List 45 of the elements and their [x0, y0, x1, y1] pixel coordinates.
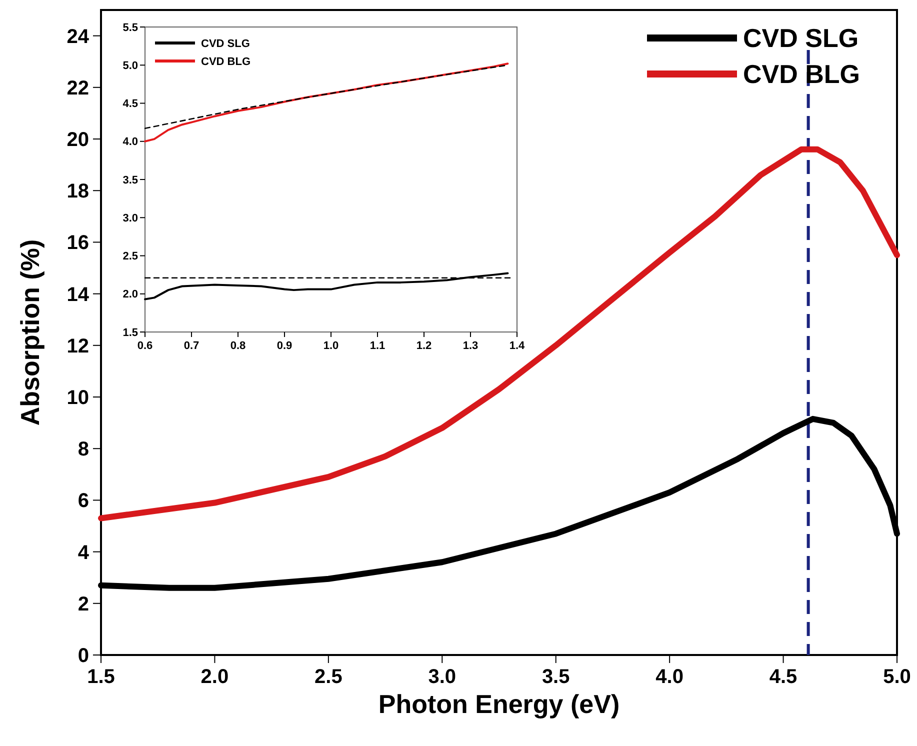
y-tick-label: 3.0: [122, 212, 138, 224]
x-tick-label: 4.5: [769, 666, 798, 688]
x-tick-label: 4.0: [656, 666, 684, 688]
x-tick-label: 2.5: [314, 666, 342, 688]
y-tick-label: 12: [66, 335, 89, 358]
y-axis-title: Absorption (%): [15, 239, 45, 426]
y-tick-label: 22: [66, 77, 89, 100]
y-tick-label: 4.0: [122, 136, 138, 148]
y-tick-label: 5.5: [122, 22, 138, 34]
y-tick-label: 8: [78, 438, 89, 461]
y-tick-label: 4: [78, 542, 90, 564]
legend-label: CVD BLG: [743, 59, 860, 90]
x-tick-label: 0.9: [276, 340, 292, 352]
x-tick-label: 1.3: [462, 340, 478, 352]
y-tick-label: 1.5: [122, 326, 138, 339]
x-tick-label: 3.5: [542, 666, 570, 688]
x-tick-label: 3.0: [428, 666, 456, 688]
y-tick-label: 5.0: [122, 60, 138, 72]
y-tick-label: 10: [66, 387, 89, 409]
x-tick-label: 0.6: [137, 340, 153, 352]
y-tick-label: 20: [66, 129, 89, 151]
x-tick-label: 2.0: [200, 666, 229, 688]
y-tick-label: 4.5: [122, 98, 138, 110]
x-tick-label: 5.0: [883, 666, 911, 688]
y-tick-label: 18: [66, 180, 89, 203]
y-tick-label: 16: [66, 232, 89, 254]
y-tick-label: 3.5: [122, 174, 138, 186]
x-tick-label: 0.8: [230, 340, 246, 352]
x-axis-title: Photon Energy (eV): [378, 689, 620, 719]
x-tick-label: 1.4: [509, 340, 526, 352]
y-tick-label: 2.0: [122, 288, 138, 301]
legend-label: CVD BLG: [201, 56, 250, 68]
y-tick-label: 2: [78, 593, 89, 616]
x-tick-label: 1.0: [323, 340, 339, 352]
x-tick-label: 1.2: [416, 340, 432, 352]
y-tick-label: 14: [66, 284, 90, 306]
y-tick-label: 6: [78, 490, 89, 512]
x-tick-label: 0.7: [184, 340, 200, 352]
y-tick-label: 0: [78, 645, 89, 667]
x-tick-label: 1.1: [370, 340, 386, 352]
legend-label: CVD SLG: [743, 23, 859, 54]
y-tick-label: 24: [66, 26, 90, 48]
line-series: [144, 272, 509, 300]
y-tick-label: 2.5: [122, 250, 138, 263]
legend-label: CVD SLG: [201, 38, 250, 50]
